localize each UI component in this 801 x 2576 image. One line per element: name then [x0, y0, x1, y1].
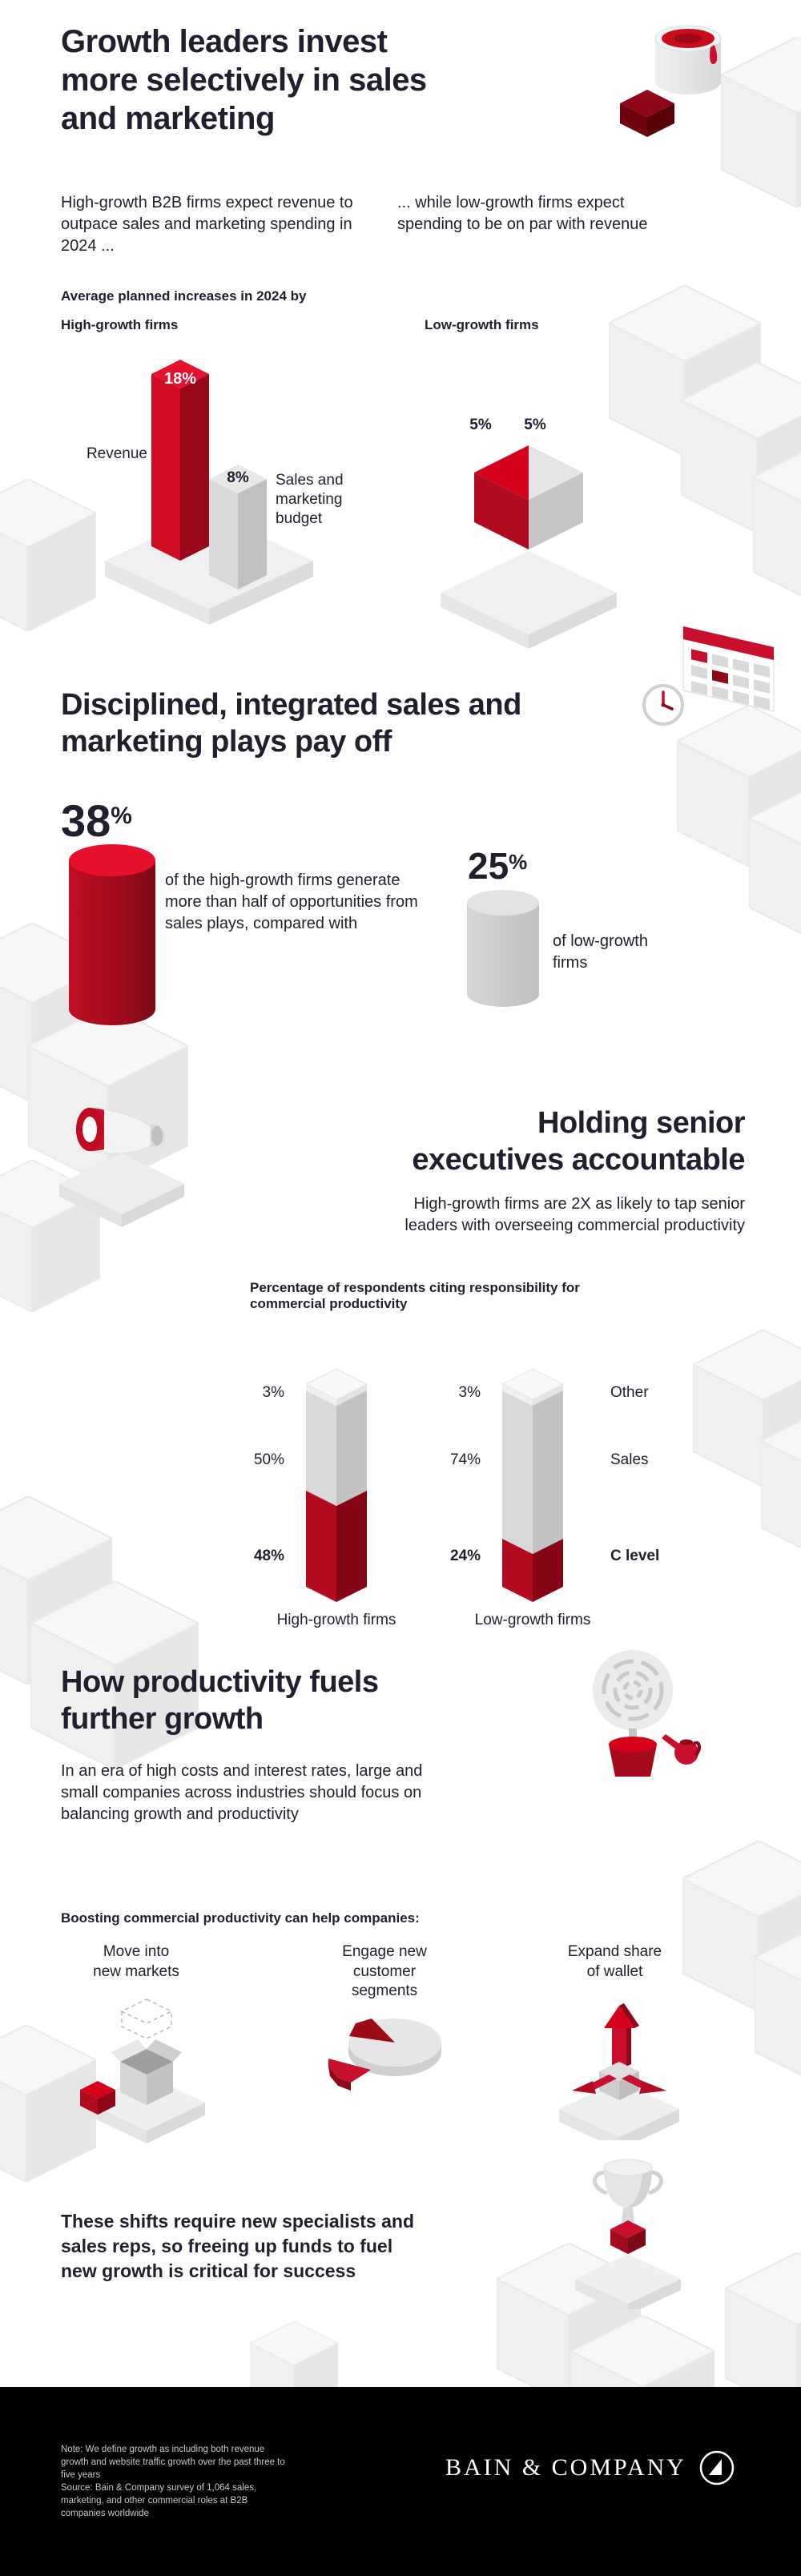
brand-wordmark: BAIN & COMPANY — [445, 2454, 686, 2481]
legend-sales: Sales — [610, 1451, 649, 1468]
footer-source-text: Source: Bain & Company survey of 1,064 s… — [61, 2483, 257, 2519]
item-share-of-wallet-label: Expand share of wallet — [567, 1943, 662, 1980]
chart1-label: Average planned increases in 2024 by — [61, 288, 307, 304]
lg-other-pct: 3% — [458, 1384, 481, 1401]
intro-right: ... while low-growth firms expect spendi… — [397, 194, 648, 233]
stat-high: 38% — [61, 795, 132, 847]
closing-statement: These shifts require new specialists and… — [61, 2211, 414, 2282]
expanding-arrows-icon — [559, 2003, 679, 2140]
stacked-bar-high-growth — [304, 1368, 368, 1602]
hg-other-pct: 3% — [262, 1384, 284, 1401]
trophy-icon — [575, 2159, 681, 2309]
intro-left: High-growth B2B firms expect revenue to … — [61, 194, 353, 255]
stat-high-unit: % — [111, 803, 132, 829]
section4-label: Boosting commercial productivity can hel… — [61, 1910, 420, 1926]
chart3-label: Percentage of respondents citing respons… — [250, 1280, 580, 1311]
section4-title: How productivity fuels further growth — [61, 1665, 379, 1736]
legend-clevel: C level — [610, 1548, 660, 1564]
decorative-cube — [753, 439, 801, 610]
lg-bar-name: Low-growth firms — [474, 1612, 591, 1628]
hg-bar-name: High-growth firms — [276, 1612, 396, 1628]
decorative-cube — [755, 1919, 801, 2090]
high-growth-bar-chart — [105, 360, 313, 625]
low-growth-bar-chart — [441, 445, 617, 649]
footer-note-text: Note: We define growth as including both… — [61, 2445, 285, 2481]
footer-note: Note: We define growth as including both… — [61, 2443, 293, 2521]
growing-plant-icon — [593, 1650, 701, 1777]
hg-revenue-value: 18% — [163, 370, 197, 388]
lg-revenue-value: 5% — [469, 417, 492, 433]
megaphone-icon — [59, 1107, 184, 1227]
paint-can-icon — [620, 25, 722, 137]
item-new-markets-label: Move into new markets — [93, 1943, 179, 1980]
lg-clevel-pct: 24% — [449, 1548, 481, 1564]
hg-budget-value: 8% — [227, 469, 249, 486]
hg-revenue-label: Revenue — [86, 445, 147, 462]
decorative-cube — [761, 1406, 801, 1563]
hg-clevel-pct: 48% — [253, 1548, 284, 1564]
footer-bar: Note: We define growth as including both… — [0, 2387, 801, 2576]
bain-logo-icon — [699, 2450, 735, 2485]
high-growth-group-label: High-growth firms — [61, 317, 179, 332]
item-customer-segments-label: Engage new customer segments — [342, 1943, 427, 2000]
lg-budget-value: 5% — [524, 417, 546, 433]
calendar-clock-icon — [642, 626, 775, 726]
stat-low-text: of low-growth firms — [553, 932, 648, 972]
decorative-cube — [749, 782, 801, 944]
legend-other: Other — [610, 1384, 649, 1401]
lg-sales-pct: 74% — [449, 1451, 481, 1468]
hg-sales-pct: 50% — [253, 1451, 284, 1468]
stat-low-unit: % — [509, 850, 528, 874]
section3-subtitle: High-growth firms are 2X as likely to ta… — [405, 1195, 745, 1234]
hg-budget-label: Sales and marketing budget — [276, 472, 344, 527]
low-growth-group-label: Low-growth firms — [425, 317, 539, 332]
section4-body: In an era of high costs and interest rat… — [61, 1762, 423, 1823]
stat-high-text: of the high-growth firms generate more t… — [165, 871, 418, 932]
stacked-bar-low-growth — [501, 1368, 565, 1602]
stat-high-value: 38 — [61, 795, 111, 846]
section3-title: Holding senior executives accountable — [412, 1106, 745, 1177]
high-growth-cylinder — [69, 844, 155, 1025]
stat-low: 25% — [468, 844, 527, 888]
section2-title: Disciplined, integrated sales and market… — [61, 688, 521, 759]
low-growth-cylinder — [467, 890, 539, 1007]
page-title: Growth leaders invest more selectively i… — [61, 24, 427, 136]
open-box-icon — [80, 1998, 205, 2143]
pie-chart-icon — [328, 2019, 441, 2091]
stat-low-value: 25 — [468, 845, 509, 887]
